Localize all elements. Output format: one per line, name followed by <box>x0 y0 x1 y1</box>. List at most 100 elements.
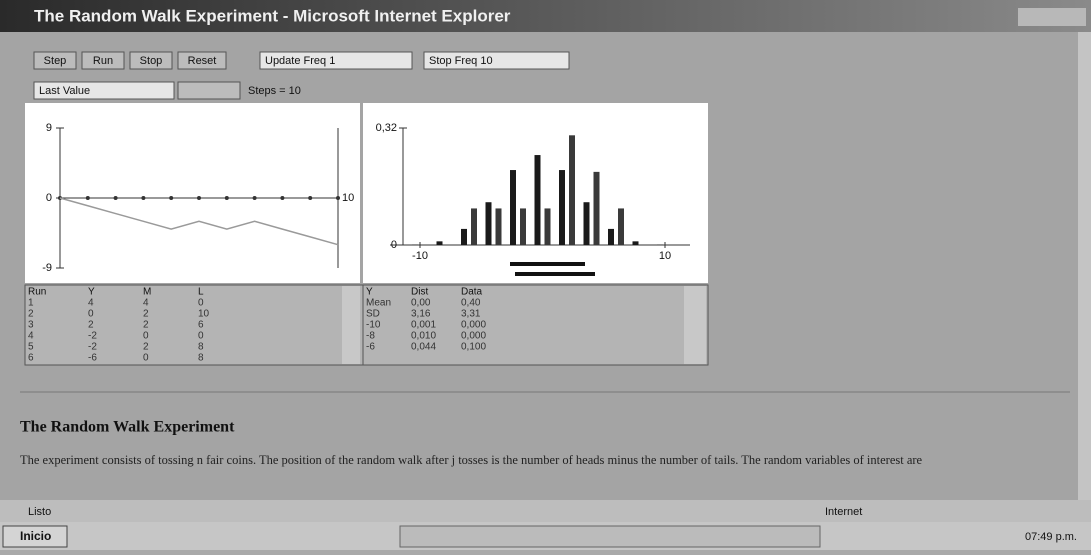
step-dot <box>336 196 340 200</box>
table-cell: Mean <box>366 298 391 309</box>
table-cell: 0 <box>198 331 204 342</box>
left-table <box>25 285 365 365</box>
task-buttons[interactable] <box>400 526 820 547</box>
table-cell: 4 <box>88 298 94 309</box>
table-header: Y <box>88 287 95 298</box>
start-label: Inicio <box>20 529 51 543</box>
table-header: Run <box>28 287 46 298</box>
table-cell: 0,010 <box>411 331 436 342</box>
table-header: L <box>198 287 204 298</box>
button-label: Stop <box>140 55 163 67</box>
bar <box>496 208 502 245</box>
table-cell: 2 <box>88 320 94 331</box>
bar <box>520 208 526 245</box>
bar <box>608 229 614 245</box>
step-dot <box>197 196 201 200</box>
table-cell: 4 <box>28 331 34 342</box>
table-cell: 0,40 <box>461 298 481 309</box>
bar <box>535 155 541 245</box>
bar <box>633 241 639 245</box>
bar <box>569 135 575 245</box>
select-label: Last Value <box>39 85 90 97</box>
x-tick-label: -10 <box>412 250 428 262</box>
table-cell: 0,00 <box>411 298 431 309</box>
table-cell: 0,044 <box>411 342 436 353</box>
step-dot <box>253 196 257 200</box>
bar <box>559 170 565 245</box>
table-cell: -2 <box>88 342 97 353</box>
status-text: Listo <box>28 506 51 518</box>
table-cell: 2 <box>143 320 149 331</box>
zone-text: Internet <box>825 506 862 518</box>
table-cell: 4 <box>143 298 149 309</box>
y-tick-label: -9 <box>42 262 52 274</box>
step-dot <box>308 196 312 200</box>
step-dot <box>86 196 90 200</box>
table-cell: 0 <box>198 298 204 309</box>
table-cell: 3,16 <box>411 309 431 320</box>
table-cell: -6 <box>88 353 97 364</box>
window-controls[interactable] <box>1018 8 1086 26</box>
y-tick-label: 0 <box>46 192 52 204</box>
y-tick-label: 0,32 <box>376 122 397 134</box>
table-cell: 6 <box>198 320 204 331</box>
table-cell: 5 <box>28 342 34 353</box>
table-cell: -10 <box>366 320 381 331</box>
button-label: Run <box>93 55 113 67</box>
table-cell: 0,000 <box>461 331 486 342</box>
bar <box>471 208 477 245</box>
table-cell: 10 <box>198 309 210 320</box>
select-label: Update Freq 1 <box>265 55 335 67</box>
table-cell: 6 <box>28 353 34 364</box>
table-cell: 0,100 <box>461 342 486 353</box>
spinner[interactable] <box>178 82 240 99</box>
walk-panel <box>25 103 360 283</box>
button-label: Step <box>44 55 67 67</box>
table-scroll[interactable] <box>684 286 706 364</box>
table-cell: 8 <box>198 353 204 364</box>
select-label: Stop Freq 10 <box>429 55 493 67</box>
table-cell: 3,31 <box>461 309 481 320</box>
bar <box>594 172 600 245</box>
table-cell: 2 <box>143 342 149 353</box>
steps-label: Steps = 10 <box>248 85 301 97</box>
table-cell: 8 <box>198 342 204 353</box>
scrollbar[interactable] <box>1078 32 1091 500</box>
button-label: Reset <box>188 55 217 67</box>
table-cell: 0,001 <box>411 320 436 331</box>
table-header: Dist <box>411 287 428 298</box>
table-cell: 0 <box>88 309 94 320</box>
bar <box>545 208 551 245</box>
step-dot <box>225 196 229 200</box>
table-header: Y <box>366 287 373 298</box>
table-cell: -2 <box>88 331 97 342</box>
paragraph-box: The experiment consists of tossing n fai… <box>20 452 1070 494</box>
table-cell: 0,000 <box>461 320 486 331</box>
paragraph: The experiment consists of tossing n fai… <box>20 452 1070 469</box>
mean-sd-bar <box>515 272 595 276</box>
table-cell: 0 <box>143 331 149 342</box>
bar <box>486 202 492 245</box>
table-scroll[interactable] <box>342 286 360 364</box>
table-cell: 3 <box>28 320 34 331</box>
step-dot <box>114 196 118 200</box>
step-dot <box>169 196 173 200</box>
table-cell: 1 <box>28 298 34 309</box>
table-cell: 2 <box>143 309 149 320</box>
step-dot <box>141 196 145 200</box>
bar <box>584 202 590 245</box>
x-tick-label: 10 <box>659 250 671 262</box>
bar <box>461 229 467 245</box>
table-cell: -6 <box>366 342 375 353</box>
bar <box>437 241 443 245</box>
status-bar <box>0 500 1091 522</box>
table-cell: 0 <box>143 353 149 364</box>
bar <box>618 208 624 245</box>
clock: 07:49 p.m. <box>1025 531 1077 543</box>
heading: The Random Walk Experiment <box>20 419 235 436</box>
table-header: Data <box>461 287 483 298</box>
y-tick-label: 0 <box>391 239 397 251</box>
table-header: M <box>143 287 151 298</box>
